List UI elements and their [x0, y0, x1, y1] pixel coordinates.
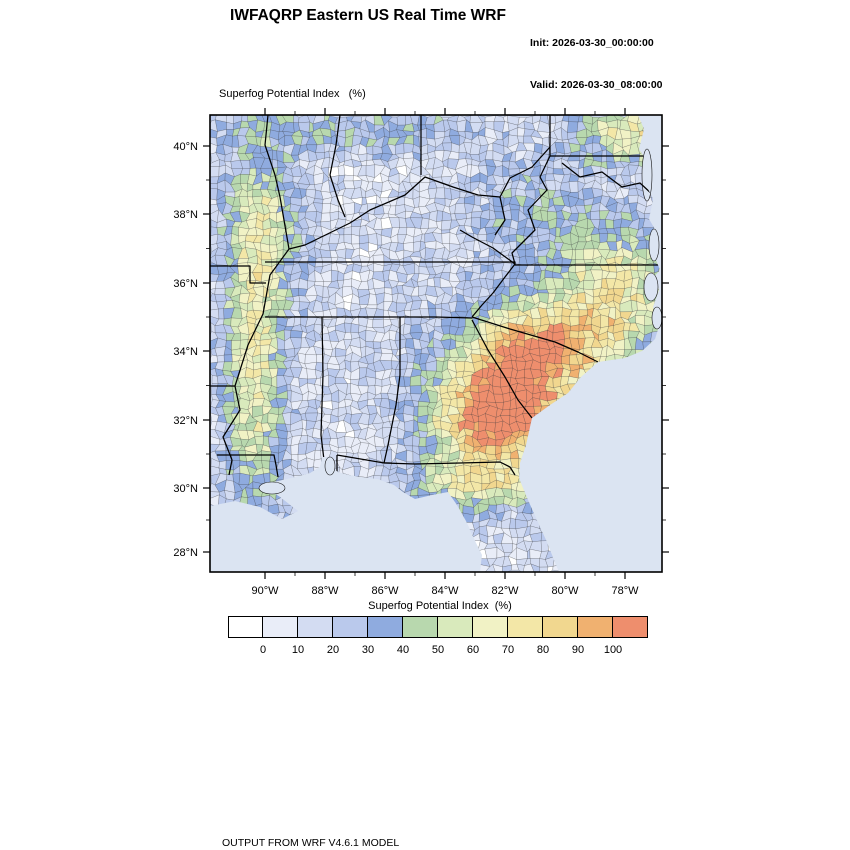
state-borders	[210, 115, 660, 478]
init-time: Init: 2026-03-30_00:00:00	[530, 37, 654, 49]
map-canvas: 40°N 38°N 36°N 34°N 32°N 30°N 28°N 90°W 88°W 86°W…	[150, 107, 690, 617]
latitude-axis-label: 34°N	[173, 346, 198, 358]
colorbar-tick-label: 70	[501, 644, 515, 656]
valid-time: Valid: 2026-03-30_08:00:00	[530, 79, 663, 91]
longitude-axis-label: 86°W	[371, 585, 399, 597]
colorbar-boxes	[228, 616, 648, 638]
axis-ticks	[203, 108, 669, 579]
colorbar-box	[333, 616, 368, 638]
colorbar-box	[403, 616, 438, 638]
colorbar-tick-label: 10	[291, 644, 305, 656]
latitude-axis-label: 36°N	[173, 278, 198, 290]
colorbar-tick-label: 100	[603, 644, 623, 656]
colorbar-tick-label: 40	[396, 644, 410, 656]
latitude-axis-label: 28°N	[173, 547, 198, 559]
run-times: Init: 2026-03-30_00:00:00 Valid: 2026-03…	[530, 8, 663, 120]
colorbar-tick-label: 30	[361, 644, 375, 656]
longitude-axis-label: 88°W	[311, 585, 339, 597]
footer-model-line: OUTPUT FROM WRF V4.6.1 MODEL	[222, 837, 400, 849]
colorbar-box	[368, 616, 403, 638]
latitude-axis-label: 40°N	[173, 141, 198, 153]
colorbar-tick-label: 50	[431, 644, 445, 656]
longitude-axis-label: 82°W	[491, 585, 519, 597]
footer: OUTPUT FROM WRF V4.6.1 MODEL WE = 1000 ;…	[222, 808, 656, 850]
map-frame	[209, 114, 663, 573]
longitude-axis-label: 80°W	[551, 585, 579, 597]
longitude-axis-label: 90°W	[251, 585, 279, 597]
latitude-axis-label: 38°N	[173, 209, 198, 221]
page-title: IWFAQRP Eastern US Real Time WRF	[230, 7, 506, 24]
colorbar-box	[228, 616, 263, 638]
colorbar-box	[613, 616, 648, 638]
colorbar-tick-label: 90	[571, 644, 585, 656]
colorbar-box	[473, 616, 508, 638]
colorbar-tick-label: 20	[326, 644, 340, 656]
latitude-axis-label: 30°N	[173, 483, 198, 495]
axis-labels: 40°N 38°N 36°N 34°N 32°N 30°N 28°N 90°W 88°W 86°W…	[173, 141, 639, 597]
colorbar-box	[543, 616, 578, 638]
colorbar-box	[578, 616, 613, 638]
colorbar-tick-label: 0	[259, 644, 267, 656]
inland-water	[258, 148, 663, 495]
colorbar-tick-label: 60	[466, 644, 480, 656]
field-label: Superfog Potential Index (%)	[219, 88, 366, 100]
colorbar-box	[298, 616, 333, 638]
map-svg: 40°N 38°N 36°N 34°N 32°N 30°N 28°N 90°W 88°W 86°W…	[173, 108, 669, 597]
colorbar: 0 10 20 30 40 50 60 70 80 90 100	[228, 616, 648, 676]
longitude-axis-label: 84°W	[431, 585, 459, 597]
colorbar-box	[508, 616, 543, 638]
longitude-axis-label: 78°W	[611, 585, 639, 597]
colorbar-tick-label: 80	[536, 644, 550, 656]
colorbar-title: Superfog Potential Index (%)	[368, 600, 512, 612]
colorbar-box	[438, 616, 473, 638]
latitude-axis-label: 32°N	[173, 415, 198, 427]
colorbar-box	[263, 616, 298, 638]
